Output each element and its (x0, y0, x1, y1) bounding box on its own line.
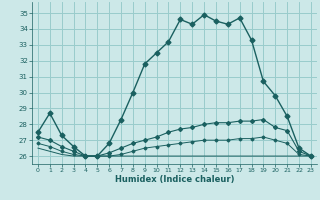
X-axis label: Humidex (Indice chaleur): Humidex (Indice chaleur) (115, 175, 234, 184)
